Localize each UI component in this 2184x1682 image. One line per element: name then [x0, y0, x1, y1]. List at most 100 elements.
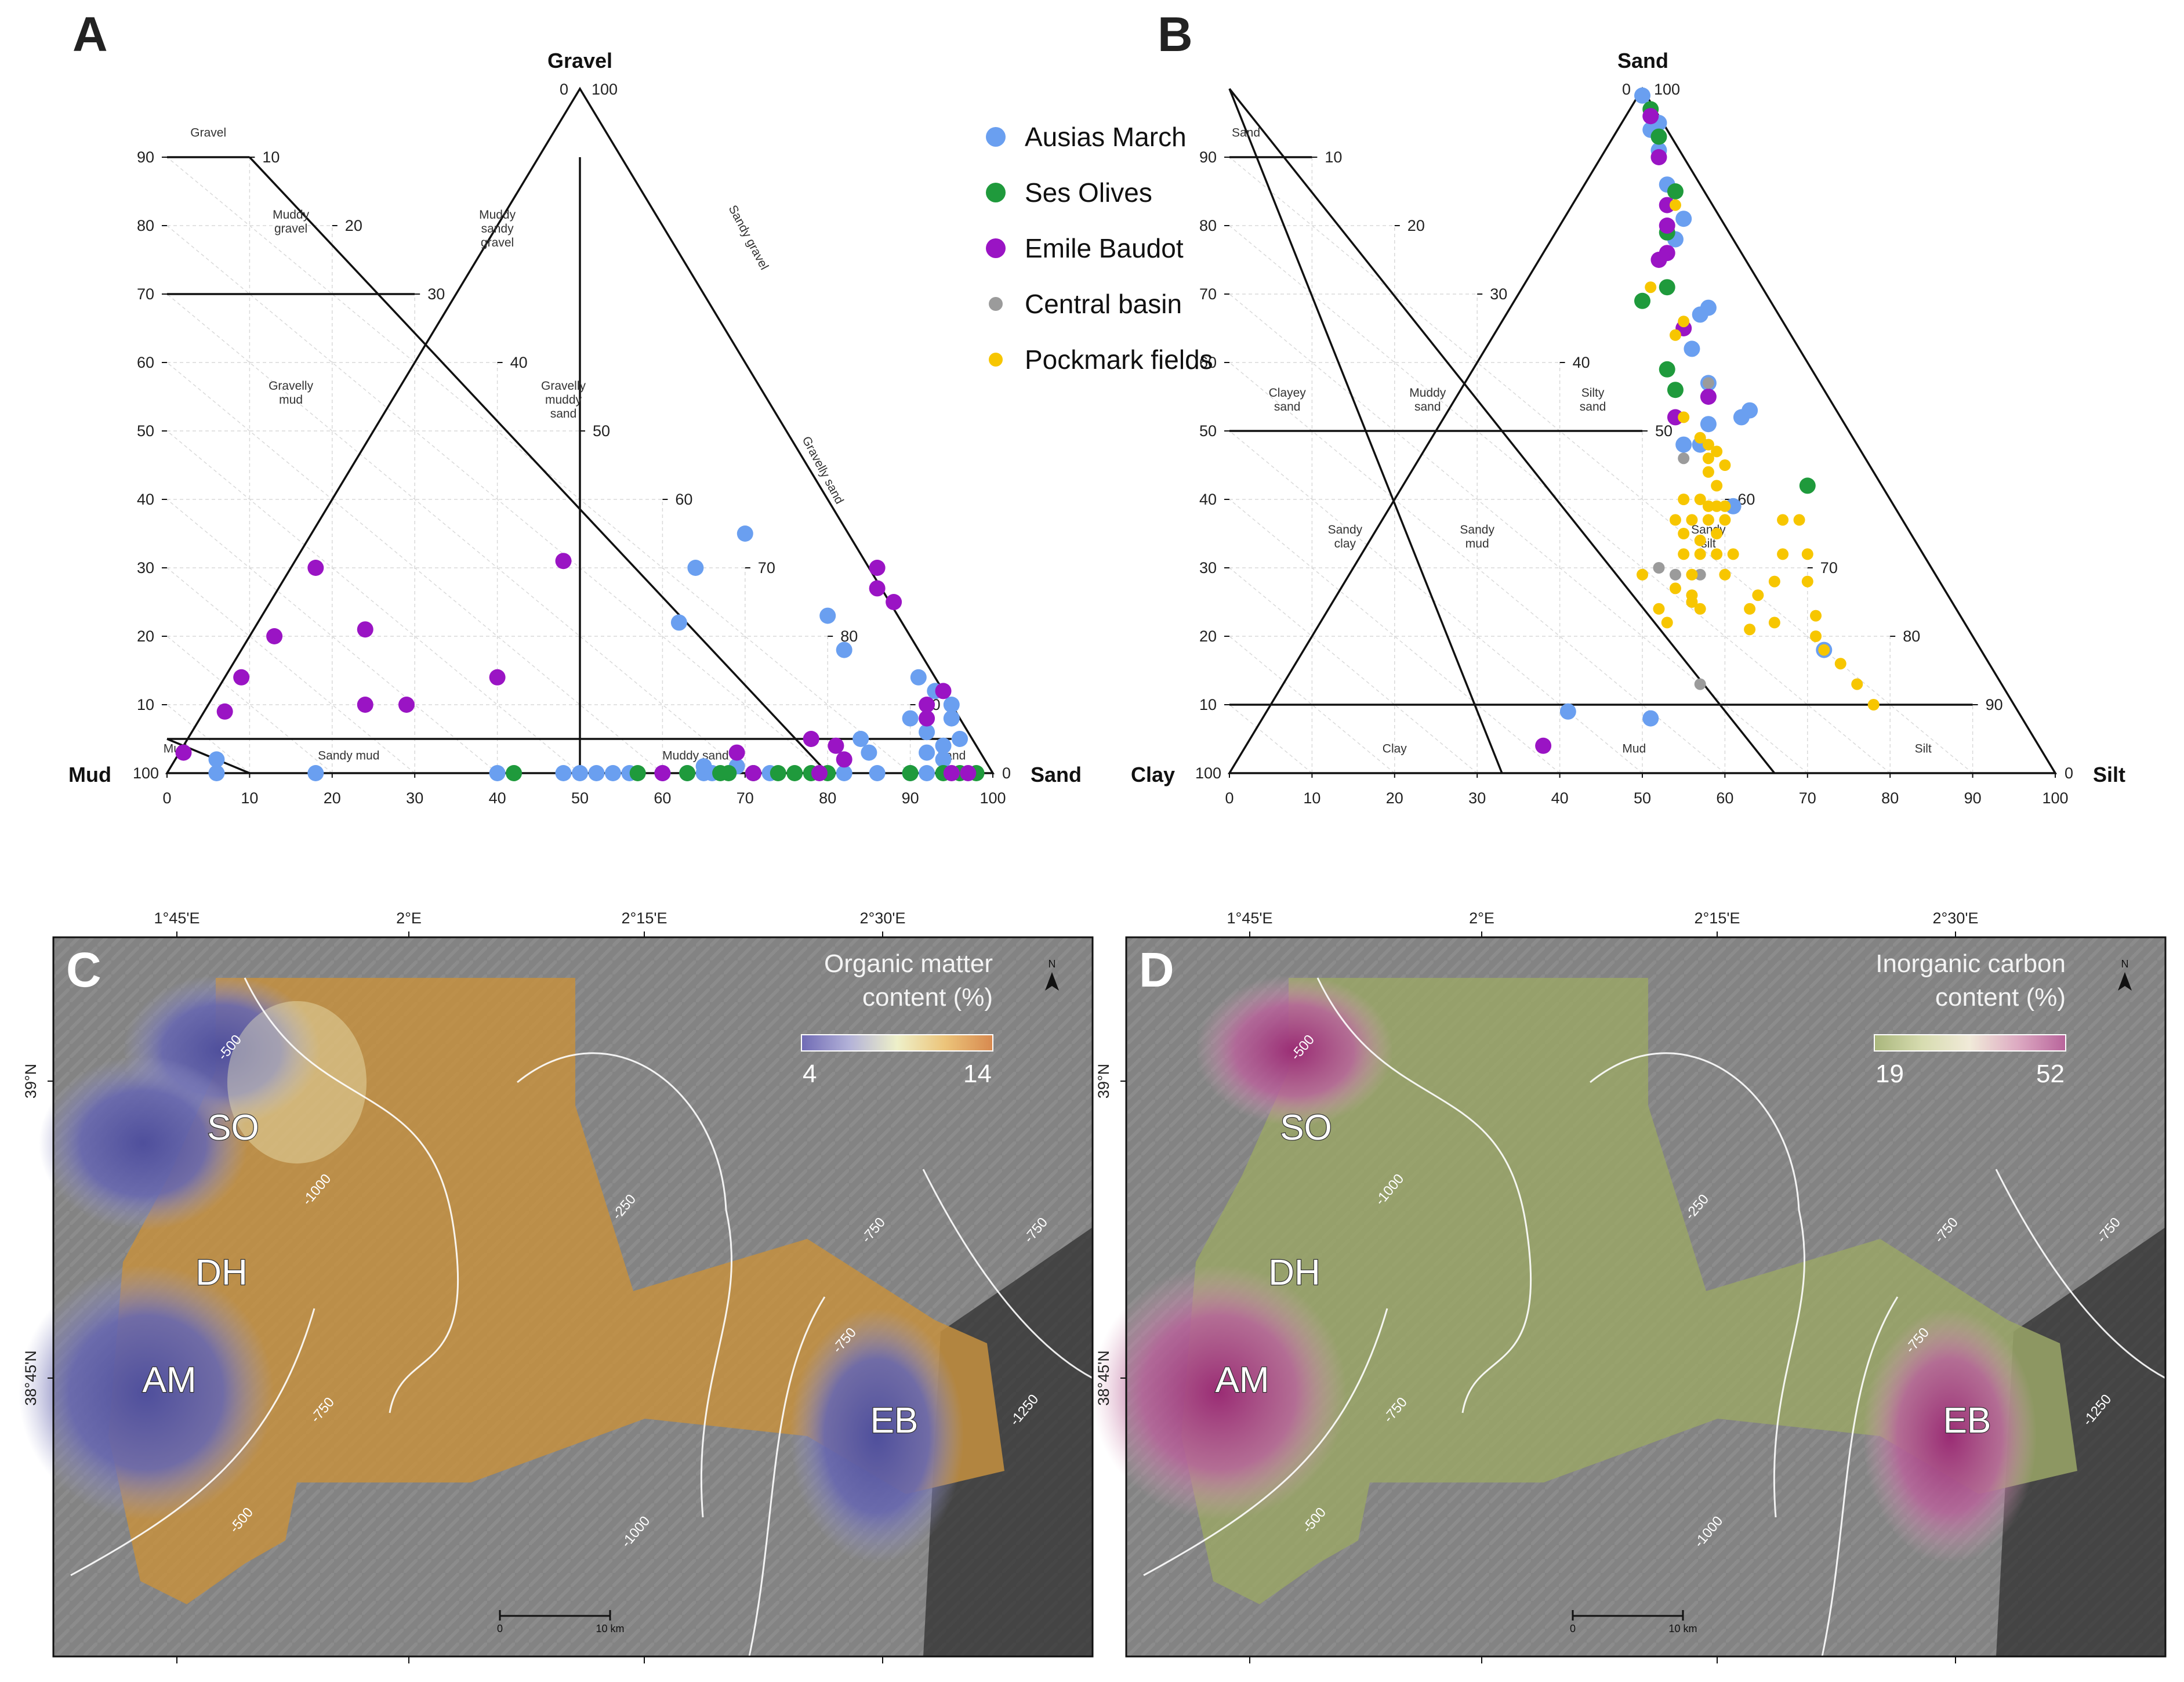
bottom-tick-label: 10 [241, 789, 258, 807]
point-ausias-march [836, 641, 852, 658]
left-tick-label: 70 [1199, 285, 1217, 303]
point-pockmark-fields [1727, 548, 1739, 560]
interpolated-field [108, 978, 1004, 1604]
zone-label-sand: Sand [1232, 126, 1260, 140]
scalebar-start-label: 0 [497, 1623, 503, 1634]
point-pockmark-fields [1719, 514, 1731, 526]
right-tick-label: 10 [1325, 148, 1342, 166]
point-pockmark-fields [1686, 596, 1698, 608]
point-pockmark-fields [1711, 480, 1723, 492]
point-pockmark-fields [1678, 528, 1690, 539]
left-tick-label: 20 [137, 628, 154, 645]
anomaly-patch [1091, 1265, 1347, 1520]
right-tick-label: 90 [1986, 696, 2003, 713]
point-emile-baudot [654, 765, 671, 781]
left-tick-label: 60 [1199, 354, 1217, 371]
bathymetric-contour [1821, 1296, 1899, 1657]
point-pockmark-fields [1669, 199, 1681, 211]
point-emile-baudot [869, 580, 886, 597]
left-tick-label: 40 [1199, 491, 1217, 508]
point-ses-olives [1799, 477, 1816, 494]
anomaly-patch [19, 1265, 274, 1520]
zone-label-sandy-gravel: Sandy gravel [726, 203, 771, 272]
point-ausias-march [952, 731, 968, 747]
gridline [166, 362, 663, 774]
point-central-basin [1694, 568, 1706, 581]
ternary-chart-a: Gravel Mud Sand 0 10 20 30 40 50 60 70 80 90 10010… [68, 49, 1082, 807]
point-pockmark-fields [1637, 568, 1648, 581]
legend-marker-ses-olives [986, 183, 1006, 202]
panel-label-a: A [72, 7, 108, 61]
point-ausias-march [1642, 710, 1659, 727]
point-emile-baudot [1659, 217, 1675, 234]
zone-label-muddy-sand: Muddy sand [1409, 386, 1446, 414]
right-tick-label: 60 [675, 491, 692, 508]
bathymetric-contour [922, 1169, 1093, 1379]
bottom-tick-label: 90 [1964, 789, 1982, 807]
point-ses-olives [902, 765, 919, 781]
bottom-tick-label: 50 [571, 789, 589, 807]
left-tick-label: 40 [137, 491, 154, 508]
scalebar-end-label: 10 km [1668, 1623, 1697, 1634]
site-label-eb: EB [870, 1401, 919, 1441]
point-pockmark-fields [1768, 617, 1780, 629]
point-pockmark-fields [1810, 610, 1822, 622]
point-ausias-march [489, 765, 506, 781]
gridline [166, 293, 746, 774]
longitude-label: 1°45'E [154, 909, 199, 927]
point-pockmark-fields [1711, 528, 1723, 539]
point-emile-baudot [555, 553, 572, 570]
point-ausias-march [1675, 211, 1692, 227]
ternary-chart-b: Sand Clay Silt 0 10 20 30 40 50 60 70 80 90 100102… [1131, 49, 2125, 807]
site-label-dh: DH [1268, 1253, 1320, 1293]
apex-tick-label-left: 0 [560, 81, 568, 98]
point-pockmark-fields [1678, 494, 1690, 505]
point-pockmark-fields [1686, 514, 1698, 526]
point-emile-baudot [1700, 389, 1717, 405]
panel-label-b: B [1158, 7, 1193, 61]
bottom-tick-label: 40 [1551, 789, 1569, 807]
point-ausias-march [1700, 416, 1717, 433]
point-emile-baudot [1642, 108, 1659, 125]
point-pockmark-fields [1744, 603, 1756, 615]
latitude-label: 39°N [22, 1064, 39, 1099]
legend-label-central-basin: Central basin [1025, 289, 1182, 319]
point-ses-olives [786, 765, 803, 781]
left-tick-label: 70 [137, 285, 154, 303]
site-label-eb: EB [1943, 1401, 1991, 1441]
point-emile-baudot [216, 703, 233, 720]
zone-label-silt: Silt [1915, 742, 1932, 756]
point-ausias-march [919, 744, 935, 761]
point-emile-baudot [943, 765, 960, 781]
point-pockmark-fields [1777, 514, 1789, 526]
point-emile-baudot [869, 560, 886, 576]
bottom-tick-label: 100 [979, 789, 1006, 807]
point-ses-olives [1667, 183, 1684, 200]
zone-boundary [1228, 88, 1503, 774]
zone-boundary [1228, 88, 1776, 774]
point-ausias-march [555, 765, 572, 781]
point-pockmark-fields [1694, 494, 1706, 505]
legend-label-ausias-march: Ausias March [1025, 122, 1187, 152]
point-pockmark-fields [1744, 624, 1756, 636]
longitude-label: 2°30'E [1932, 909, 1978, 927]
left-tick-label: 80 [137, 217, 154, 234]
point-ausias-march [1700, 299, 1717, 316]
point-pockmark-fields [1702, 438, 1714, 451]
bathymetric-contour [1590, 1052, 1806, 1518]
point-ausias-march [670, 614, 687, 631]
point-ausias-march [869, 765, 886, 781]
site-label-dh: DH [195, 1253, 248, 1293]
point-emile-baudot [307, 560, 324, 576]
colorbar [1874, 1034, 2066, 1052]
legend-label-emile-baudot: Emile Baudot [1025, 233, 1184, 263]
map-frame [1125, 936, 2167, 1658]
legend-marker-pockmark-fields [989, 353, 1003, 367]
bathymetric-contour [748, 1296, 826, 1657]
zone-label-clayey-sand: Clayey sand [1269, 386, 1307, 414]
left-tick-label: 50 [1199, 422, 1217, 440]
zone-label-gravel: Gravel [190, 126, 226, 140]
legend: Ausias March Ses Olives Emile Baudot Centra… [986, 122, 1213, 375]
left-tick-label: 30 [137, 559, 154, 577]
